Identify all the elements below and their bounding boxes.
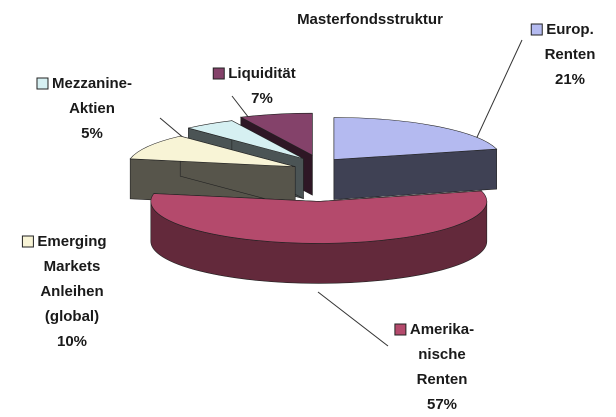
legend-label: Mezzanine-Aktien <box>52 75 132 117</box>
slice <box>150 190 488 284</box>
legend-swatch <box>212 67 225 80</box>
value-label: 57% <box>427 396 457 412</box>
legend-label: Liquidität <box>228 65 296 82</box>
leader-line <box>317 291 389 347</box>
slice-top <box>150 190 488 244</box>
slice-top <box>129 135 296 168</box>
chart-title: Masterfondsstruktur <box>297 11 443 28</box>
legend-swatch <box>36 77 49 90</box>
slice <box>333 117 498 200</box>
legend-label: Emerging Markets Anleihen (global) <box>37 233 106 325</box>
value-label: 7% <box>251 90 273 107</box>
value-label: 5% <box>81 125 103 142</box>
legend-label: Amerika-nische Renten <box>410 321 474 388</box>
slice-top <box>188 120 304 159</box>
legend-swatch <box>394 323 407 336</box>
value-label: 21% <box>555 71 585 88</box>
slice-top <box>239 112 313 156</box>
value-label: 10% <box>57 333 87 350</box>
slice-top <box>333 117 498 160</box>
legend-label: Europ. Renten <box>545 21 596 63</box>
legend-swatch <box>21 235 34 248</box>
leader-line <box>471 39 523 149</box>
legend-swatch <box>530 23 543 36</box>
